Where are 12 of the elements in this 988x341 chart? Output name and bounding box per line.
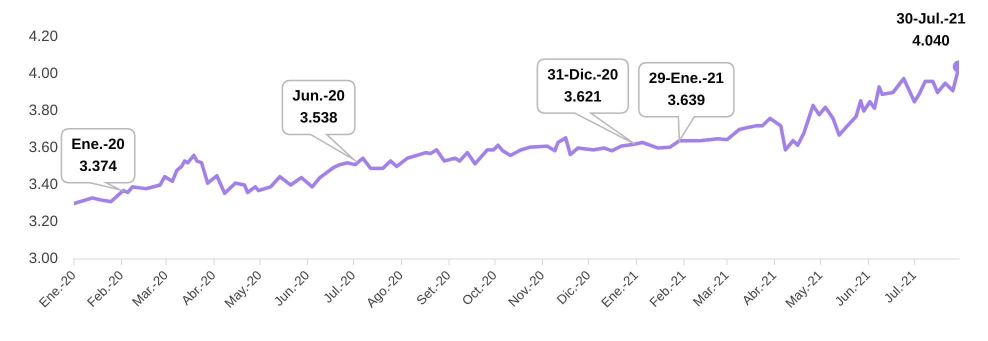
y-tick-label: 4.20 bbox=[28, 28, 58, 46]
annotation: 31-Dic.-20 3.621 bbox=[547, 66, 618, 106]
y-tick-label: 3.20 bbox=[28, 213, 58, 230]
annotation: 29-Ene.-21 3.639 bbox=[648, 70, 724, 109]
y-tick-label: 4.00 bbox=[28, 65, 58, 82]
y-tick-label: 3.40 bbox=[28, 176, 58, 194]
y-tick-label: 3.80 bbox=[28, 102, 58, 120]
y-tick-label: 3.60 bbox=[28, 139, 58, 156]
annotation: 30-Jul.-21 4.040 bbox=[896, 10, 966, 50]
y-tick-label: 3.00 bbox=[28, 250, 58, 268]
annotation: Ene.-20 3.374 bbox=[71, 136, 125, 175]
annotation: Jun.-20 3.538 bbox=[292, 88, 345, 127]
